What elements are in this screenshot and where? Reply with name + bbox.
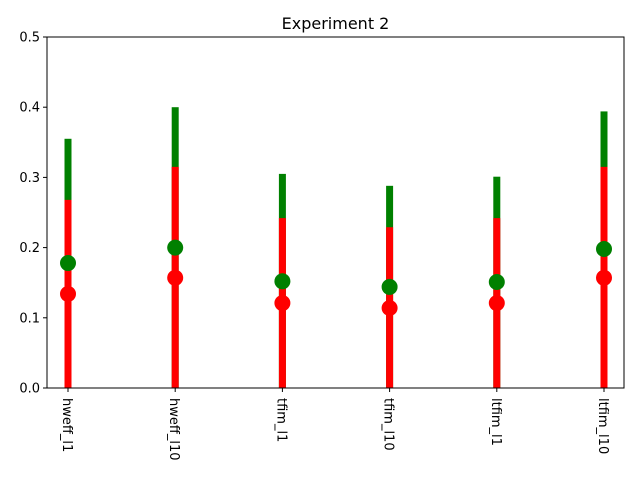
mean-point	[167, 269, 184, 286]
mean-point	[488, 273, 505, 290]
plot-area	[60, 107, 612, 389]
mean-point	[596, 269, 612, 286]
y-tick-label: 0.0	[19, 382, 40, 397]
y-tick-label: 0.1	[19, 311, 40, 326]
x-tick-label: ltfim_l1	[488, 398, 503, 446]
chart-title: Experiment 2	[282, 14, 390, 33]
y-tick-label: 0.2	[19, 241, 40, 256]
x-tick-label: hweff_l10	[166, 398, 181, 460]
y-tick-label: 0.4	[19, 101, 40, 116]
mean-point	[274, 295, 291, 312]
mean-point	[60, 255, 76, 272]
mean-point	[167, 239, 184, 256]
mean-point	[596, 241, 612, 258]
y-tick-label: 0.3	[19, 171, 40, 186]
x-axis: hweff_l1 hweff_l10 tfim_l1 tfim_l10 ltfim_l1…	[59, 388, 610, 460]
y-tick-label: 0.5	[19, 31, 40, 46]
x-tick-label: ltfim_l10	[595, 398, 610, 454]
x-tick-label: tfim_l10	[381, 398, 396, 451]
x-tick-label: tfim_l1	[273, 398, 288, 442]
y-axis: 0.0 0.1 0.2 0.3 0.4 0.5	[19, 31, 47, 397]
plot-frame	[46, 36, 625, 389]
mean-point	[381, 299, 398, 316]
mean-point	[60, 285, 76, 302]
mean-point	[488, 295, 505, 312]
x-tick-label: hweff_l1	[59, 398, 74, 452]
mean-point	[381, 278, 398, 295]
mean-point	[274, 273, 291, 290]
